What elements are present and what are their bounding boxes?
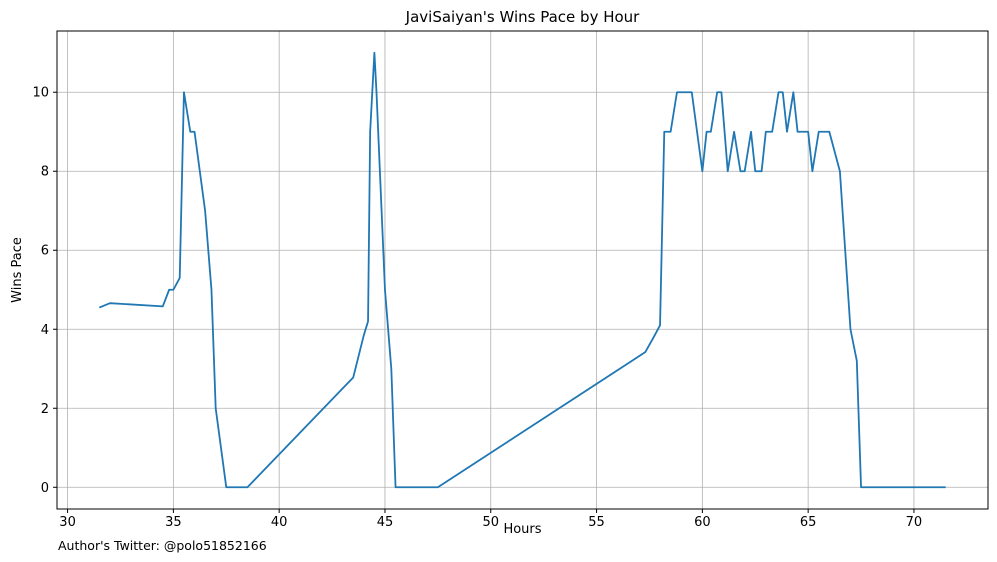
y-tick-label: 0 (41, 481, 49, 496)
plot-frame (56, 30, 989, 510)
x-tick-label: 70 (906, 515, 923, 530)
x-tick-label: 60 (694, 515, 711, 530)
y-tick-label: 2 (41, 402, 49, 417)
x-tick-label: 65 (800, 515, 817, 530)
y-axis-ticks: 0 2 4 6 8 10 (32, 86, 57, 496)
y-axis-label: Wins Pace (10, 237, 25, 303)
y-tick-label: 8 (41, 165, 49, 180)
x-tick-label: 30 (59, 515, 76, 530)
x-axis-ticks: 30 35 40 45 50 55 60 65 70 (59, 509, 922, 530)
y-tick-label: 6 (41, 244, 49, 259)
series-line-wins-pace (98, 51, 946, 489)
y-tick-label: 4 (41, 323, 49, 338)
x-axis-label: Hours (503, 522, 541, 537)
x-tick-label: 50 (482, 515, 499, 530)
x-tick-label: 55 (588, 515, 605, 530)
x-tick-label: 40 (271, 515, 288, 530)
chart-title: JaviSaiyan's Wins Pace by Hour (405, 8, 641, 26)
x-tick-label: 45 (377, 515, 394, 530)
author-footnote: Author's Twitter: @polo51852166 (58, 538, 267, 553)
x-tick-label: 35 (165, 515, 182, 530)
grid-lines (57, 31, 988, 509)
y-tick-label: 10 (32, 86, 49, 101)
